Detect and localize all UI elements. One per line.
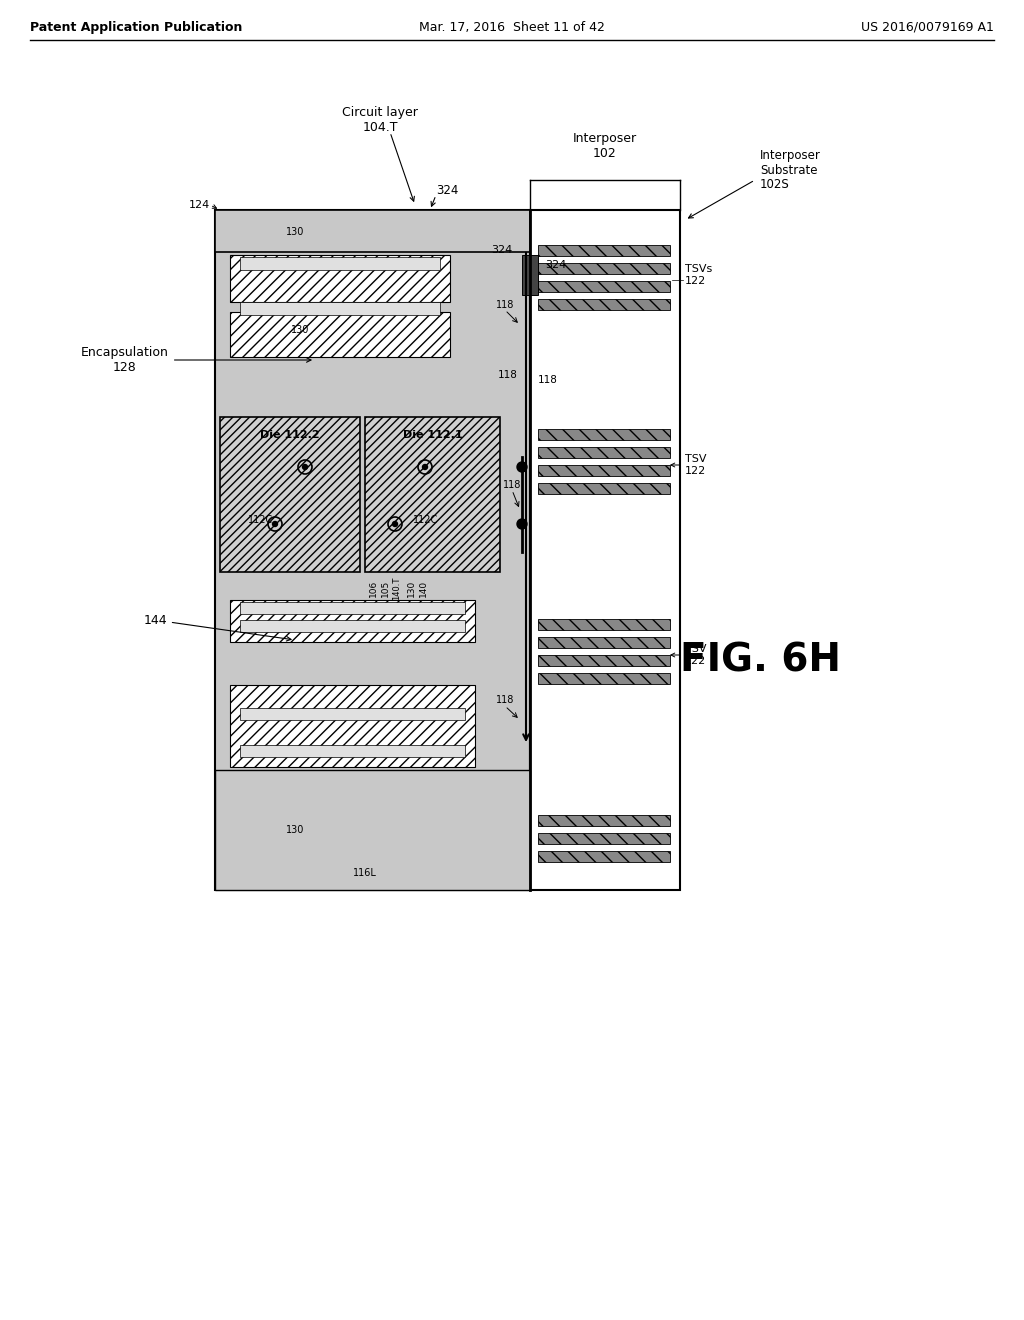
Text: Circuit layer
104.T: Circuit layer 104.T xyxy=(342,106,418,135)
Bar xyxy=(538,447,670,458)
Bar xyxy=(220,417,360,572)
Bar xyxy=(538,465,670,477)
Bar xyxy=(522,255,538,294)
Bar xyxy=(538,619,670,630)
Text: 140.T: 140.T xyxy=(392,577,401,599)
Circle shape xyxy=(272,521,278,527)
Bar xyxy=(538,483,670,494)
Text: 124: 124 xyxy=(188,201,210,210)
Text: FIG. 6H: FIG. 6H xyxy=(680,642,841,678)
Text: Interposer
102: Interposer 102 xyxy=(573,132,637,160)
Bar xyxy=(538,429,670,440)
Text: 130: 130 xyxy=(286,825,304,836)
Bar xyxy=(215,770,530,890)
Bar xyxy=(215,210,530,890)
Bar xyxy=(538,655,670,667)
Text: Encapsulation
128: Encapsulation 128 xyxy=(81,346,311,374)
Text: 118: 118 xyxy=(498,370,518,380)
Bar xyxy=(240,257,440,271)
Text: Die 112.1: Die 112.1 xyxy=(402,430,462,440)
Bar xyxy=(230,312,450,356)
Bar xyxy=(530,210,680,890)
Bar xyxy=(215,210,530,252)
Bar xyxy=(538,281,670,292)
Text: 112C: 112C xyxy=(413,515,438,525)
Bar xyxy=(230,601,475,642)
Text: TSV
122: TSV 122 xyxy=(685,454,707,475)
Circle shape xyxy=(517,462,527,473)
Bar xyxy=(538,833,670,843)
Text: 118: 118 xyxy=(496,696,514,705)
Bar xyxy=(240,708,465,719)
Text: Interposer
Substrate
102S: Interposer Substrate 102S xyxy=(760,149,821,191)
Bar xyxy=(538,673,670,684)
Bar xyxy=(538,851,670,862)
Text: TSV
122: TSV 122 xyxy=(685,644,707,665)
Circle shape xyxy=(302,465,307,470)
Bar xyxy=(230,685,475,767)
Bar xyxy=(538,814,670,826)
Text: 118: 118 xyxy=(496,300,514,310)
Text: 130: 130 xyxy=(291,325,309,335)
Bar xyxy=(538,246,670,256)
Text: 112C: 112C xyxy=(248,515,273,525)
Text: 118: 118 xyxy=(538,375,558,385)
Text: TSVs
122: TSVs 122 xyxy=(685,264,713,286)
Text: 324: 324 xyxy=(436,183,459,197)
Bar xyxy=(538,300,670,310)
Text: 118: 118 xyxy=(503,480,521,490)
Text: 324: 324 xyxy=(545,260,566,271)
Bar xyxy=(538,638,670,648)
Text: 144: 144 xyxy=(143,614,291,642)
Text: 116L: 116L xyxy=(353,869,377,878)
Text: 130: 130 xyxy=(407,579,416,597)
Circle shape xyxy=(423,465,427,470)
Text: US 2016/0079169 A1: US 2016/0079169 A1 xyxy=(861,21,994,33)
Text: Die 112.2: Die 112.2 xyxy=(260,430,319,440)
Bar xyxy=(365,417,500,572)
Bar xyxy=(240,620,465,632)
Circle shape xyxy=(392,521,397,527)
Bar xyxy=(538,263,670,275)
Bar xyxy=(240,302,440,315)
Circle shape xyxy=(517,519,527,529)
Bar xyxy=(240,602,465,614)
Bar xyxy=(240,744,465,756)
Text: 106: 106 xyxy=(369,579,378,597)
Text: Patent Application Publication: Patent Application Publication xyxy=(30,21,243,33)
Bar xyxy=(230,255,450,302)
Text: 130: 130 xyxy=(286,227,304,238)
Text: 140: 140 xyxy=(419,579,427,597)
Text: 105: 105 xyxy=(381,579,389,597)
Text: 324: 324 xyxy=(490,246,512,255)
Text: Mar. 17, 2016  Sheet 11 of 42: Mar. 17, 2016 Sheet 11 of 42 xyxy=(419,21,605,33)
